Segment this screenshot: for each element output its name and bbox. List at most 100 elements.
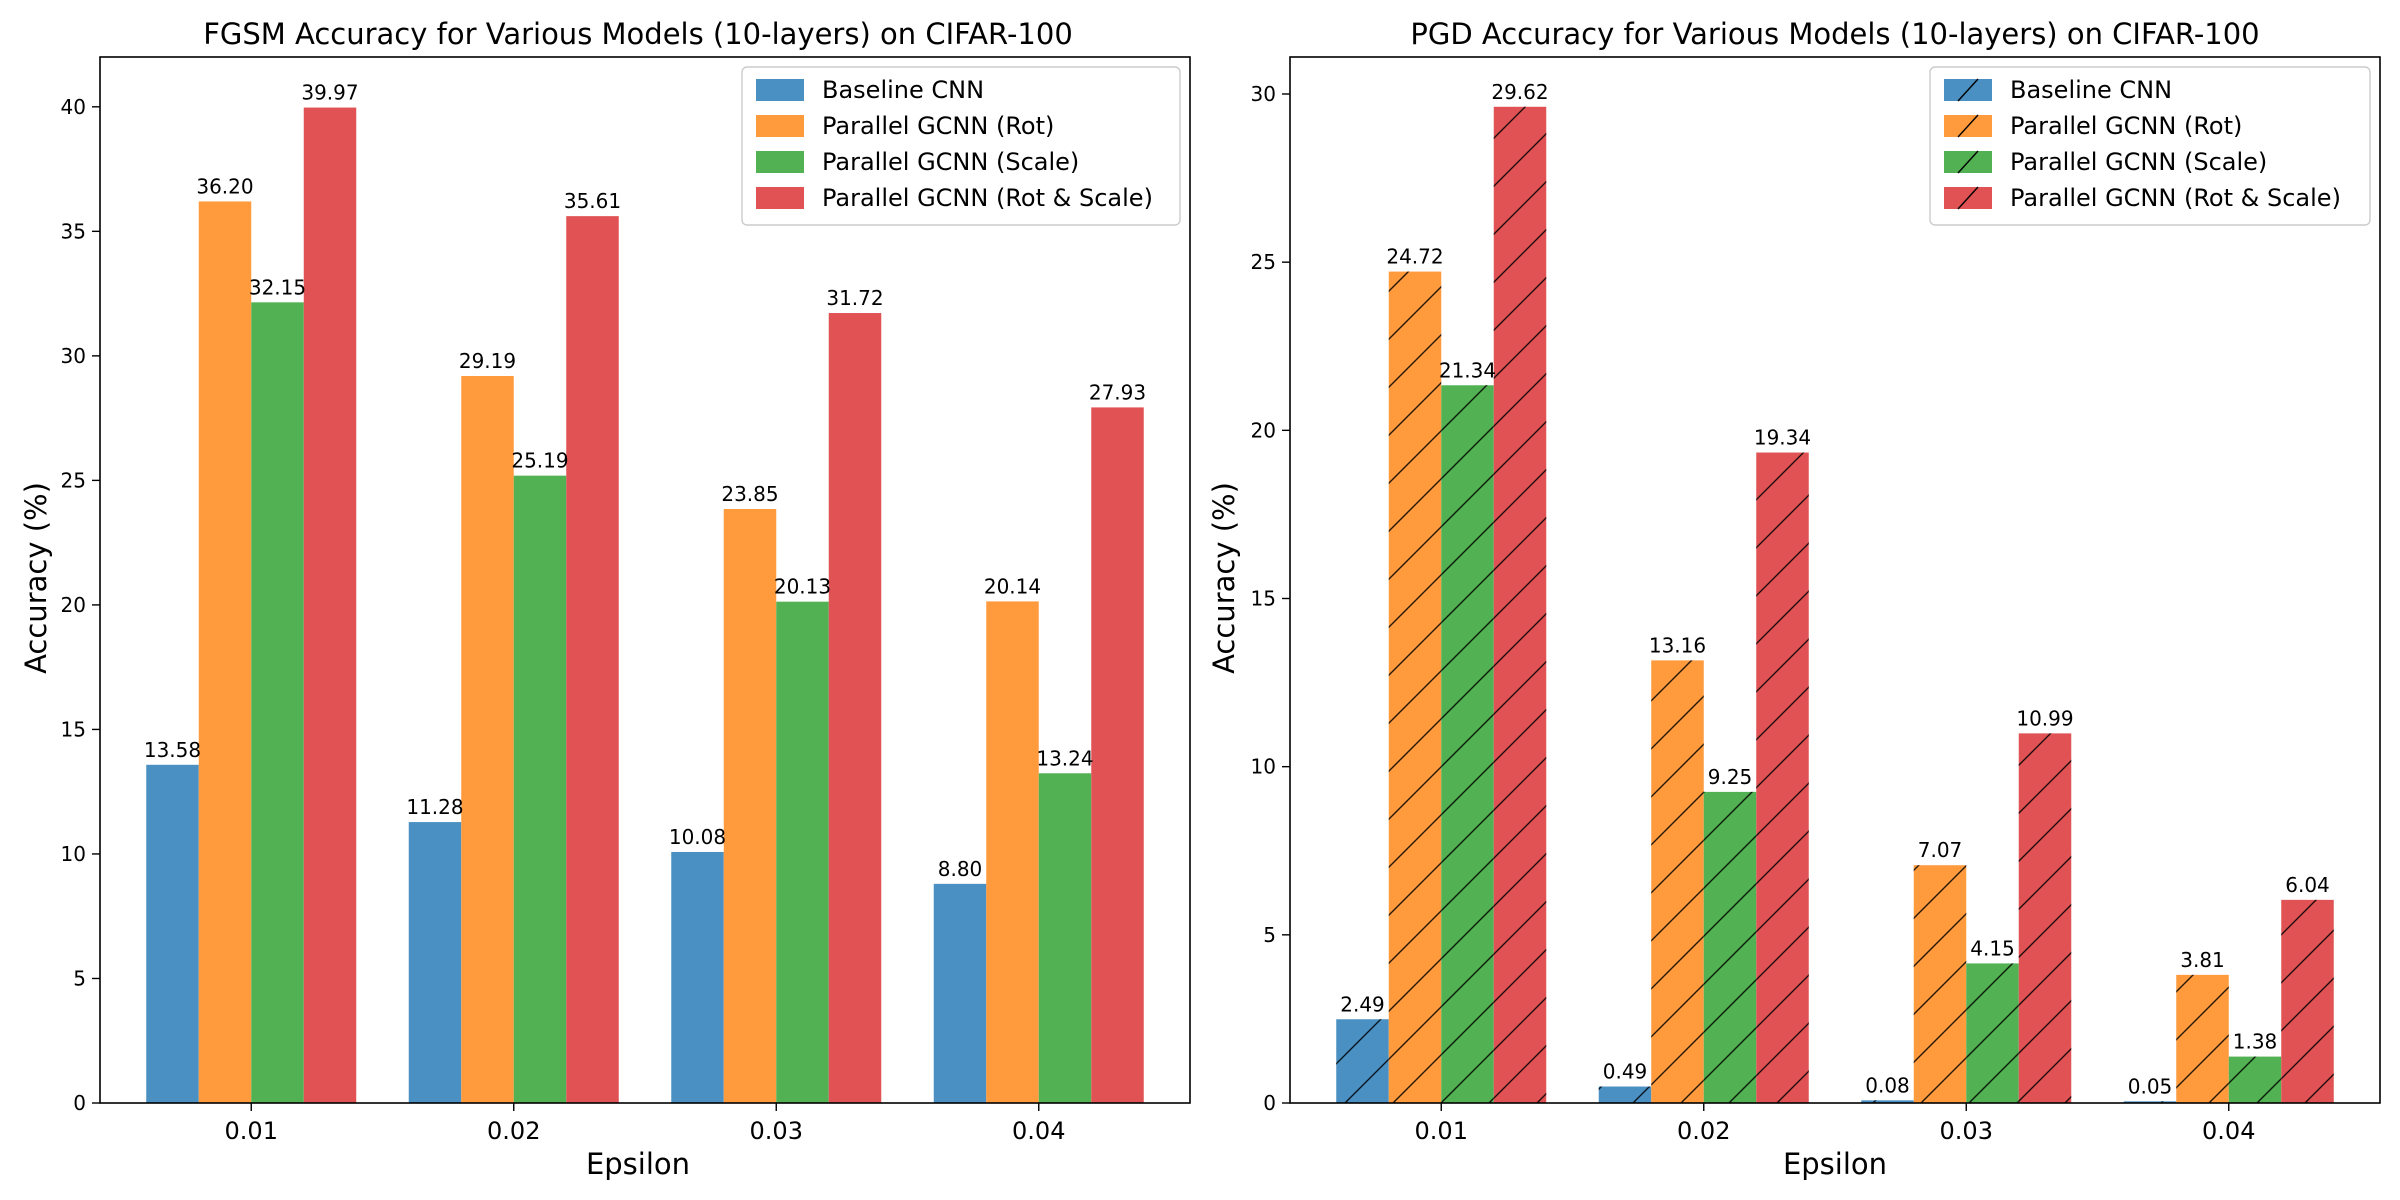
bar-baseline-cnn-0-03-hatch <box>1861 1100 1914 1103</box>
legend-box <box>741 66 1181 226</box>
data-label-parallel-gcnn-rot-scale-0-03: 31.72 <box>826 286 883 310</box>
bar-baseline-cnn-0-02-hatch <box>1598 1086 1652 1103</box>
bars <box>1336 106 2334 1104</box>
bar-parallel-gcnn-scale-0-02-hatch <box>1703 791 1757 1103</box>
legend-label-parallel-gcnn-rot: Parallel GCNN (Rot) <box>2010 112 2242 140</box>
x-axis-label: Epsilon <box>586 1147 690 1181</box>
data-label-parallel-gcnn-rot-0-04: 3.81 <box>2180 948 2225 972</box>
data-label-baseline-cnn-0-02: 0.49 <box>1603 1060 1648 1084</box>
y-tick-label: 25 <box>61 468 86 492</box>
data-label-baseline-cnn-0-01: 2.49 <box>1340 992 1385 1016</box>
data-label-parallel-gcnn-rot-0-01: 24.72 <box>1386 245 1443 269</box>
legend-swatch-baseline-cnn <box>756 79 804 101</box>
bar-baseline-cnn-0-01-hatch <box>1336 1019 1389 1103</box>
data-label-parallel-gcnn-rot-scale-0-02: 35.61 <box>564 189 621 213</box>
x-tick-label: 0.03 <box>750 1117 803 1145</box>
data-label-parallel-gcnn-rot-0-03: 23.85 <box>721 482 778 506</box>
legend-label-parallel-gcnn-rot: Parallel GCNN (Rot) <box>822 112 1054 140</box>
y-tick-label: 35 <box>61 219 86 243</box>
data-label-parallel-gcnn-rot-0-02: 13.16 <box>1649 633 1706 657</box>
bar-parallel-gcnn-scale-0-02 <box>513 475 567 1103</box>
data-label-baseline-cnn-0-03: 10.08 <box>669 825 726 849</box>
data-label-parallel-gcnn-rot-scale-0-01: 29.62 <box>1491 80 1548 104</box>
chart-title: PGD Accuracy for Various Models (10-laye… <box>1410 17 2259 51</box>
data-labels: 2.49 24.72 21.34 29.62 0.49 13.16 9.25 19.34 0.0… <box>1340 80 2330 1099</box>
x-tick-label: 0.01 <box>225 1117 278 1145</box>
legend-label-parallel-gcnn-scale: Parallel GCNN (Scale) <box>822 148 1079 176</box>
bar-parallel-gcnn-rot-scale-0-01-hatch <box>1493 106 1547 1104</box>
bar-parallel-gcnn-rot-scale-0-02-hatch <box>1756 452 1809 1103</box>
legend: Baseline CNN Parallel GCNN (Rot) Parallel … <box>1929 66 2371 226</box>
data-label-parallel-gcnn-rot-scale-0-04: 6.04 <box>2285 873 2330 897</box>
legend-label-parallel-gcnn-scale: Parallel GCNN (Scale) <box>2010 148 2267 176</box>
legend-swatch-parallel-gcnn-scale <box>756 151 804 173</box>
data-label-parallel-gcnn-rot-scale-0-04: 27.93 <box>1089 380 1146 404</box>
y-tick-label: 0 <box>73 1091 86 1115</box>
bar-parallel-gcnn-rot-scale-0-03 <box>828 313 882 1103</box>
legend-label-baseline-cnn: Baseline CNN <box>822 76 984 104</box>
legend: Baseline CNN Parallel GCNN (Rot) Parallel … <box>741 66 1181 226</box>
data-label-baseline-cnn-0-01: 13.58 <box>144 738 201 762</box>
x-tick-label: 0.01 <box>1415 1117 1468 1145</box>
y-tick-label: 20 <box>1251 418 1276 442</box>
bar-parallel-gcnn-rot-0-01-hatch <box>1388 271 1442 1103</box>
y-axis-label: Accuracy (%) <box>1207 482 1241 674</box>
x-axis: 0.01 0.02 0.03 0.04 <box>225 1103 1065 1145</box>
bar-parallel-gcnn-scale-0-03-hatch <box>1966 963 2019 1103</box>
bar-baseline-cnn-0-04-hatch <box>2123 1101 2177 1103</box>
y-axis-label: Accuracy (%) <box>19 482 53 674</box>
data-label-parallel-gcnn-scale-0-04: 1.38 <box>2233 1030 2278 1054</box>
fgsm-chart-panel: FGSM Accuracy for Various Models (10-lay… <box>19 17 1191 1181</box>
y-axis: 0 5 10 15 20 25 30 35 40 <box>61 95 100 1115</box>
bar-parallel-gcnn-rot-scale-0-02 <box>566 216 619 1104</box>
bar-parallel-gcnn-rot-scale-0-04 <box>1091 407 1144 1103</box>
data-label-parallel-gcnn-rot-scale-0-02: 19.34 <box>1754 426 1811 450</box>
data-label-parallel-gcnn-rot-0-03: 7.07 <box>1918 838 1963 862</box>
bar-parallel-gcnn-rot-scale-0-04-hatch <box>2281 899 2334 1103</box>
plot-area-frame <box>99 56 1191 1104</box>
legend-swatch-parallel-gcnn-rot-hatch <box>1957 114 1979 138</box>
x-tick-label: 0.04 <box>2202 1117 2255 1145</box>
y-tick-label: 15 <box>1251 586 1276 610</box>
legend-swatch-parallel-gcnn-rot-scale-hatch <box>1957 186 1979 210</box>
pgd-chart-panel: PGD Accuracy for Various Models (10-laye… <box>1207 17 2381 1181</box>
data-label-parallel-gcnn-rot-scale-0-01: 39.97 <box>301 81 358 105</box>
y-tick-label: 20 <box>61 593 86 617</box>
legend-swatch-parallel-gcnn-rot <box>756 115 804 137</box>
data-label-parallel-gcnn-scale-0-01: 21.34 <box>1439 358 1496 382</box>
legend-label-parallel-gcnn-rot-scale: Parallel GCNN (Rot & Scale) <box>2010 184 2341 212</box>
y-axis: 0 5 10 15 20 25 30 <box>1251 82 1290 1115</box>
bars <box>146 107 1144 1104</box>
x-tick-label: 0.03 <box>1940 1117 1993 1145</box>
x-axis-label: Epsilon <box>1783 1147 1887 1181</box>
legend-swatch-parallel-gcnn-scale-hatch <box>1957 150 1979 174</box>
x-tick-label: 0.02 <box>1677 1117 1730 1145</box>
data-label-parallel-gcnn-scale-0-01: 32.15 <box>249 275 306 299</box>
y-tick-label: 5 <box>73 966 86 990</box>
bar-baseline-cnn-0-03 <box>671 851 724 1103</box>
data-label-parallel-gcnn-rot-scale-0-03: 10.99 <box>2016 706 2073 730</box>
data-label-parallel-gcnn-scale-0-02: 25.19 <box>511 449 568 473</box>
y-tick-label: 30 <box>61 344 86 368</box>
bar-parallel-gcnn-scale-0-01-hatch <box>1441 385 1494 1103</box>
data-label-baseline-cnn-0-02: 11.28 <box>406 795 463 819</box>
bar-parallel-gcnn-rot-0-01 <box>198 201 252 1103</box>
data-label-parallel-gcnn-scale-0-03: 20.13 <box>774 575 831 599</box>
x-tick-label: 0.02 <box>487 1117 540 1145</box>
bar-parallel-gcnn-rot-0-03 <box>723 509 777 1103</box>
legend-box <box>1929 66 2371 226</box>
bar-baseline-cnn-0-04 <box>933 883 987 1103</box>
bar-baseline-cnn-0-01 <box>146 764 199 1103</box>
bar-parallel-gcnn-rot-scale-0-03-hatch <box>2018 733 2072 1103</box>
bar-parallel-gcnn-scale-0-01 <box>251 302 304 1103</box>
bar-parallel-gcnn-scale-0-04-hatch <box>2228 1056 2282 1103</box>
y-tick-label: 40 <box>61 95 86 119</box>
bar-parallel-gcnn-rot-0-02 <box>461 376 514 1103</box>
y-tick-label: 0 <box>1263 1091 1276 1115</box>
y-tick-label: 10 <box>1251 755 1276 779</box>
data-label-baseline-cnn-0-03: 0.08 <box>1865 1073 1910 1097</box>
data-label-baseline-cnn-0-04: 0.05 <box>2128 1074 2173 1098</box>
chart-title: FGSM Accuracy for Various Models (10-lay… <box>203 17 1073 51</box>
data-label-parallel-gcnn-scale-0-02: 9.25 <box>1708 765 1753 789</box>
legend-label-baseline-cnn: Baseline CNN <box>2010 76 2172 104</box>
